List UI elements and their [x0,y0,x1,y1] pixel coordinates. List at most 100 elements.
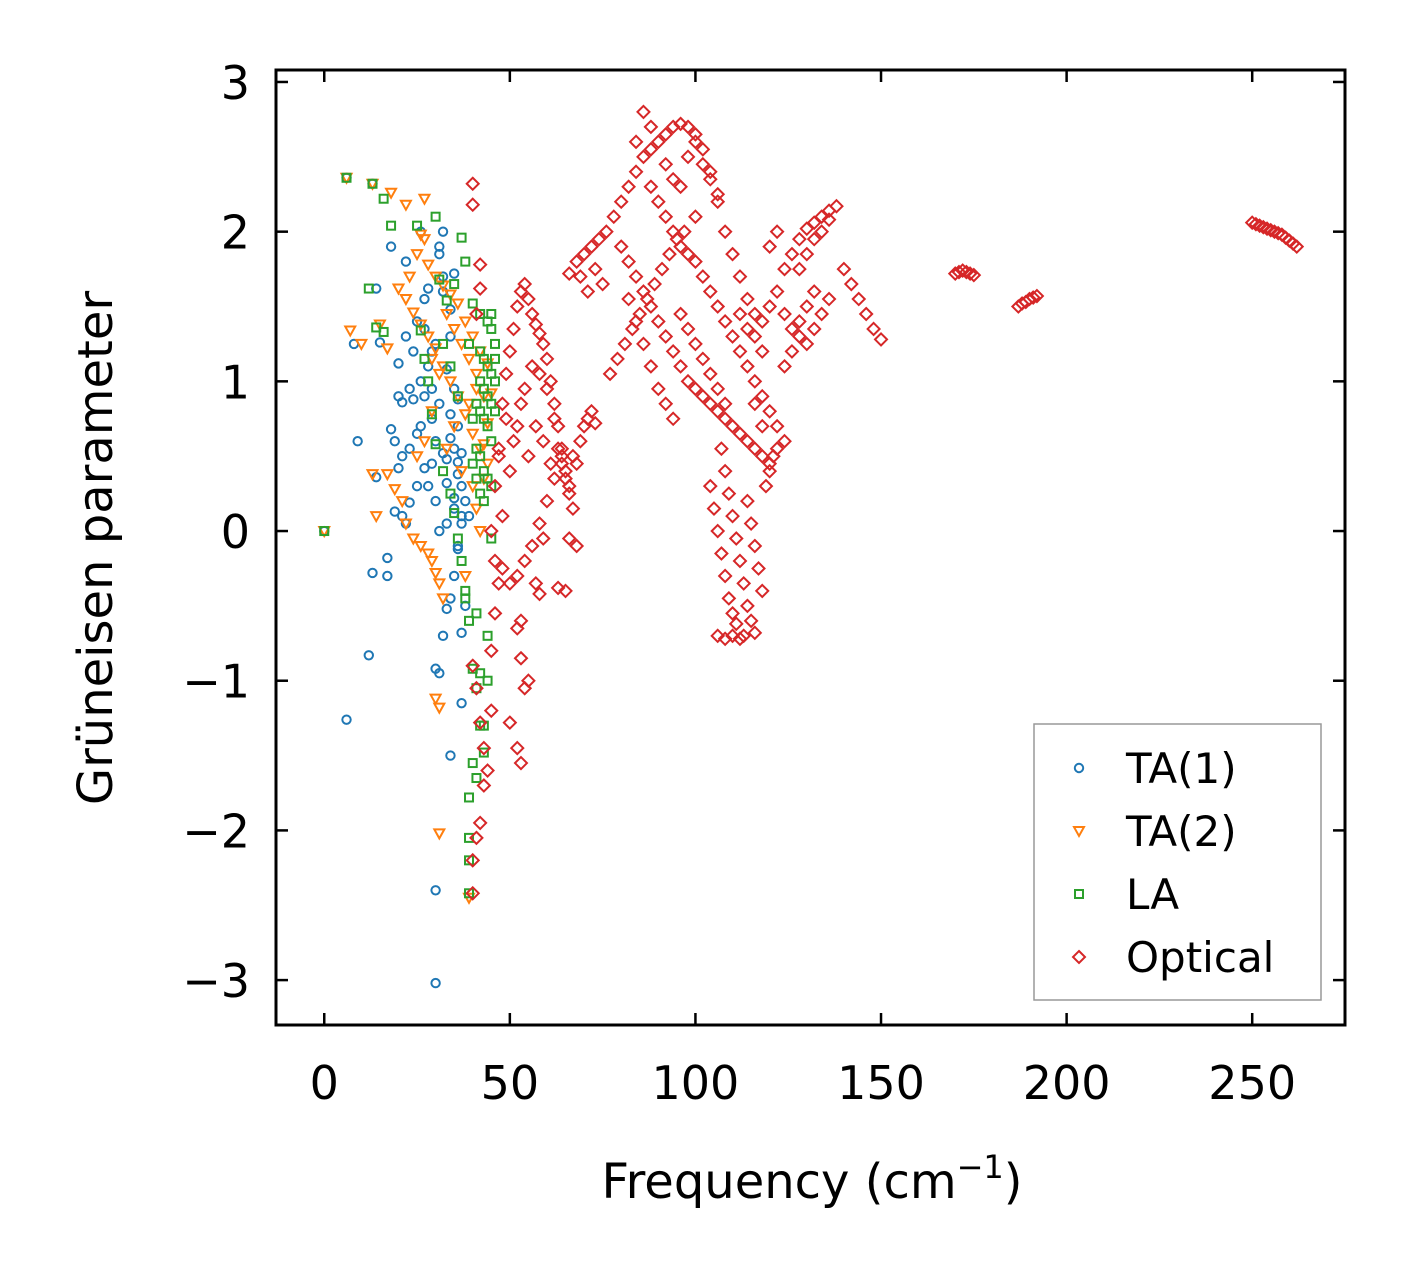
data-point [717,314,733,329]
y-tick-label: −1 [182,655,250,709]
data-point [417,193,432,206]
data-point [449,279,460,290]
data-point [610,351,625,367]
data-point [739,358,755,374]
data-point [643,119,659,135]
data-point [509,568,525,584]
x-axis: 0 50 100 150 200 250 [310,70,1296,1110]
data-point [524,358,540,374]
data-point [1259,221,1275,237]
data-point [650,134,666,150]
data-point [369,511,383,524]
y-tick-label: 0 [221,505,250,559]
data-point [528,418,544,434]
data-point [466,428,480,441]
data-point [650,314,666,329]
data-point [702,366,718,382]
data-point [799,246,815,262]
data-point [587,261,603,277]
data-point [467,758,478,769]
data-point [736,628,752,644]
data-point [777,261,792,277]
data-point [352,436,363,447]
data-point [650,194,666,210]
data-point [702,171,718,187]
data-point [784,246,800,262]
data-point [676,224,692,240]
data-point [743,516,759,531]
data-point [665,119,681,135]
data-point [561,531,577,546]
data-point [452,533,463,544]
data-point [426,409,437,420]
y-axis-title: Grüneisen parameter [68,291,124,806]
data-point [452,391,463,402]
data-point [636,336,651,352]
data-point [498,366,514,382]
data-point [539,381,555,397]
data-point [495,561,510,576]
data-point [464,792,475,803]
data-point [580,284,596,299]
data-point [836,261,852,277]
data-point [430,977,441,989]
data-point [658,209,674,225]
data-point [430,885,441,896]
data-point [464,338,475,349]
data-point [524,538,540,554]
data-point [814,224,830,240]
data-point [532,586,547,602]
data-point [458,570,473,583]
legend-label: TA(1) [1125,744,1237,793]
data-point [476,740,492,756]
data-point [680,321,696,337]
data-point [598,224,614,240]
data-point [445,433,456,444]
data-point [513,396,529,412]
data-point [695,156,711,172]
data-point [747,396,763,412]
data-point [866,321,882,337]
data-point [791,261,807,277]
data-point [478,496,489,507]
data-point [955,263,971,278]
data-point [472,281,488,296]
data-point [460,256,471,267]
data-point [482,675,493,686]
data-point [426,458,438,469]
data-point [422,480,434,492]
data-point [658,396,674,412]
data-point [524,306,540,322]
x-tick-label: 250 [1208,1056,1296,1110]
data-point [639,291,655,307]
data-point [550,441,566,457]
data-point [632,306,648,322]
data-point [378,193,389,204]
data-point [569,254,585,270]
data-point [673,116,689,132]
data-point [725,508,740,524]
data-point [448,268,460,279]
data-point [777,358,792,374]
data-point [478,747,489,758]
data-point [411,428,423,439]
data-point [367,178,378,189]
data-point [688,381,703,397]
data-point [702,478,718,494]
data-point [747,538,763,554]
data-point [732,306,748,322]
data-point [475,668,486,679]
data-point [595,276,611,292]
data-point [502,576,518,591]
data-point [464,615,475,626]
data-point [732,343,748,359]
data-point [495,508,510,524]
data-point [502,463,518,479]
data-point [393,358,404,369]
data-point [754,343,770,359]
data-point [483,703,499,719]
data-point [706,501,722,516]
data-point [389,436,400,447]
data-point [688,254,703,270]
data-point [754,448,770,464]
